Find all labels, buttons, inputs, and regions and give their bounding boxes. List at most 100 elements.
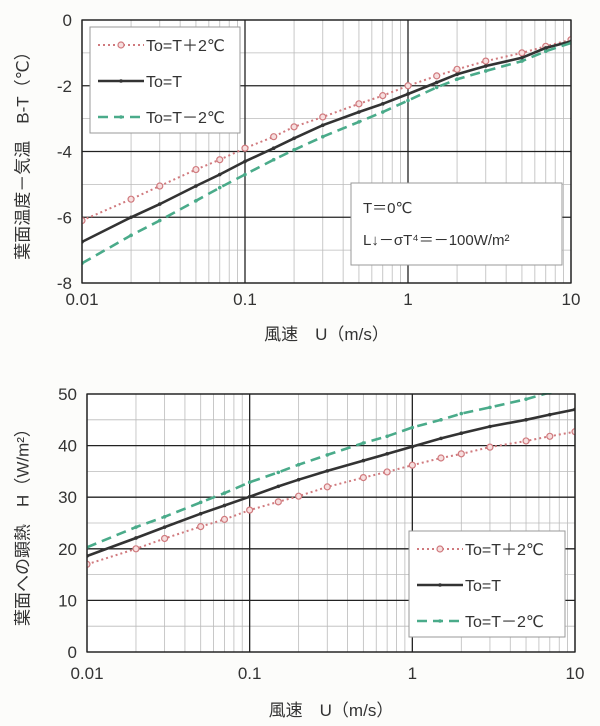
data-point xyxy=(194,199,198,203)
data-point xyxy=(162,525,167,529)
y-tick-label: 0 xyxy=(63,11,72,30)
legend-label: To=T＋2℃ xyxy=(465,542,544,559)
data-point xyxy=(325,469,330,473)
data-point xyxy=(217,185,222,190)
data-point xyxy=(320,123,325,127)
legend-label: To=T－2℃ xyxy=(146,110,225,127)
annotation-text: L↓－σT⁴＝－100W/m² xyxy=(363,232,510,249)
series-layer xyxy=(87,385,577,568)
data-point xyxy=(520,56,524,60)
legend-label: To=T－2℃ xyxy=(465,614,544,631)
y-tick-label: 0 xyxy=(68,643,77,662)
data-point xyxy=(320,134,325,139)
plot-border xyxy=(81,19,572,284)
y-tick-label: 10 xyxy=(58,591,77,610)
data-point xyxy=(270,133,278,141)
y-axis-label: 葉面温度－気温 B-T（℃） xyxy=(13,43,32,259)
legend-marker xyxy=(119,79,123,83)
data-point xyxy=(453,65,461,73)
y-tick-label: 50 xyxy=(58,385,77,404)
series-line-2 xyxy=(82,40,571,244)
annotation: T＝0℃ L↓－σT⁴＝－100W/m² xyxy=(350,182,563,266)
data-point xyxy=(406,92,410,96)
data-point xyxy=(434,85,439,90)
data-point xyxy=(247,494,252,499)
data-point xyxy=(361,441,366,445)
series-line-3 xyxy=(87,393,554,549)
data-point xyxy=(359,473,367,482)
data-point xyxy=(380,102,385,106)
chart-2: 0.01 0.1 1 10 50 40 30 20 10 0 風速 U（m/s） 葉面への顕熱 H（W… xyxy=(13,385,584,720)
y-tick-label: -6 xyxy=(57,208,72,227)
legend-marker xyxy=(438,619,442,623)
data-point xyxy=(406,98,410,103)
y-tick-label: 40 xyxy=(58,437,77,456)
data-point xyxy=(157,202,162,206)
data-point xyxy=(82,216,86,225)
data-point xyxy=(548,412,552,417)
data-point xyxy=(383,468,391,476)
x-axis-label: 風速 U（m/s） xyxy=(264,325,389,344)
series-line-2 xyxy=(87,408,575,558)
x-tick-label: 10 xyxy=(566,664,585,683)
x-tick-label: 1 xyxy=(408,664,417,683)
data-point xyxy=(197,523,205,531)
data-point xyxy=(290,123,298,131)
data-point xyxy=(87,560,91,568)
data-point xyxy=(355,100,363,108)
legend-label: To=T＋2℃ xyxy=(146,38,225,55)
data-point xyxy=(243,159,247,164)
data-point xyxy=(524,397,528,401)
data-point xyxy=(433,72,441,80)
data-point xyxy=(129,233,133,238)
data-point xyxy=(488,405,492,410)
series-line-1 xyxy=(87,430,575,566)
data-point xyxy=(410,444,415,449)
data-point xyxy=(522,437,530,445)
legend-label: To=T xyxy=(146,74,182,91)
legend-marker xyxy=(119,115,123,119)
data-point xyxy=(482,57,490,65)
data-point xyxy=(455,72,459,77)
data-point xyxy=(271,157,276,162)
series-line-1 xyxy=(82,38,571,222)
series-layer xyxy=(82,36,571,266)
data-point xyxy=(217,172,222,177)
legend-marker xyxy=(436,545,444,553)
data-point xyxy=(192,165,200,174)
data-point xyxy=(292,148,296,152)
data-point xyxy=(325,453,330,457)
legend-marker xyxy=(117,41,125,49)
data-point xyxy=(292,136,296,141)
data-point xyxy=(486,443,494,451)
data-point xyxy=(483,64,488,68)
data-point xyxy=(434,80,439,85)
data-point xyxy=(543,49,548,54)
data-point xyxy=(439,436,443,441)
data-point xyxy=(129,215,133,220)
data-point xyxy=(216,156,224,164)
y-axis-label: 葉面への顕熱 H（W/m²） xyxy=(13,420,32,626)
data-point xyxy=(134,525,138,529)
data-point xyxy=(241,144,249,152)
y-tick-label: 30 xyxy=(58,488,77,507)
chart-1: 0.01 0.1 1 10 0 -2 -4 -6 -8 風速 U（m/s） 葉面温度－気温 B-T（… xyxy=(13,11,580,344)
data-point xyxy=(380,110,385,114)
data-point xyxy=(520,59,524,63)
data-point xyxy=(410,425,415,430)
data-point xyxy=(573,385,577,389)
data-point xyxy=(483,69,488,73)
y-tick-label: -4 xyxy=(57,143,72,162)
data-point xyxy=(455,77,459,81)
data-point xyxy=(274,498,282,506)
data-point xyxy=(222,491,227,495)
x-tick-label: 10 xyxy=(562,290,581,309)
data-point xyxy=(198,511,203,516)
data-point xyxy=(459,411,464,416)
data-point xyxy=(379,92,387,100)
annotation-box xyxy=(350,182,563,266)
data-point xyxy=(161,534,169,543)
x-tick-label: 0.1 xyxy=(233,290,257,309)
y-tick-label: -2 xyxy=(57,77,72,96)
data-point xyxy=(157,218,162,223)
